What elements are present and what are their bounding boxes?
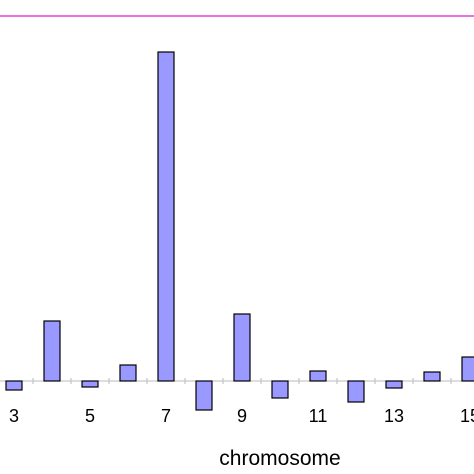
x-tick-label: 15: [460, 406, 474, 426]
bar: [385, 380, 403, 389]
x-tick-label: 11: [309, 406, 328, 426]
bar: [195, 380, 213, 411]
bar: [423, 371, 441, 382]
x-tick-label: 3: [9, 406, 19, 426]
bar: [5, 380, 23, 391]
bar: [157, 51, 175, 382]
x-tick-label: 5: [85, 406, 95, 426]
bar: [309, 370, 327, 382]
bar: [233, 313, 251, 382]
x-axis-label: chromosome: [219, 447, 340, 470]
bar: [119, 364, 137, 382]
bar: [81, 380, 99, 388]
bar: [461, 356, 474, 382]
bar: [43, 320, 61, 382]
x-tick-label: 13: [384, 406, 404, 426]
bar: [271, 380, 289, 399]
bar: [347, 380, 365, 403]
x-tick-label: 9: [237, 406, 247, 426]
x-tick-label: 7: [161, 406, 171, 426]
